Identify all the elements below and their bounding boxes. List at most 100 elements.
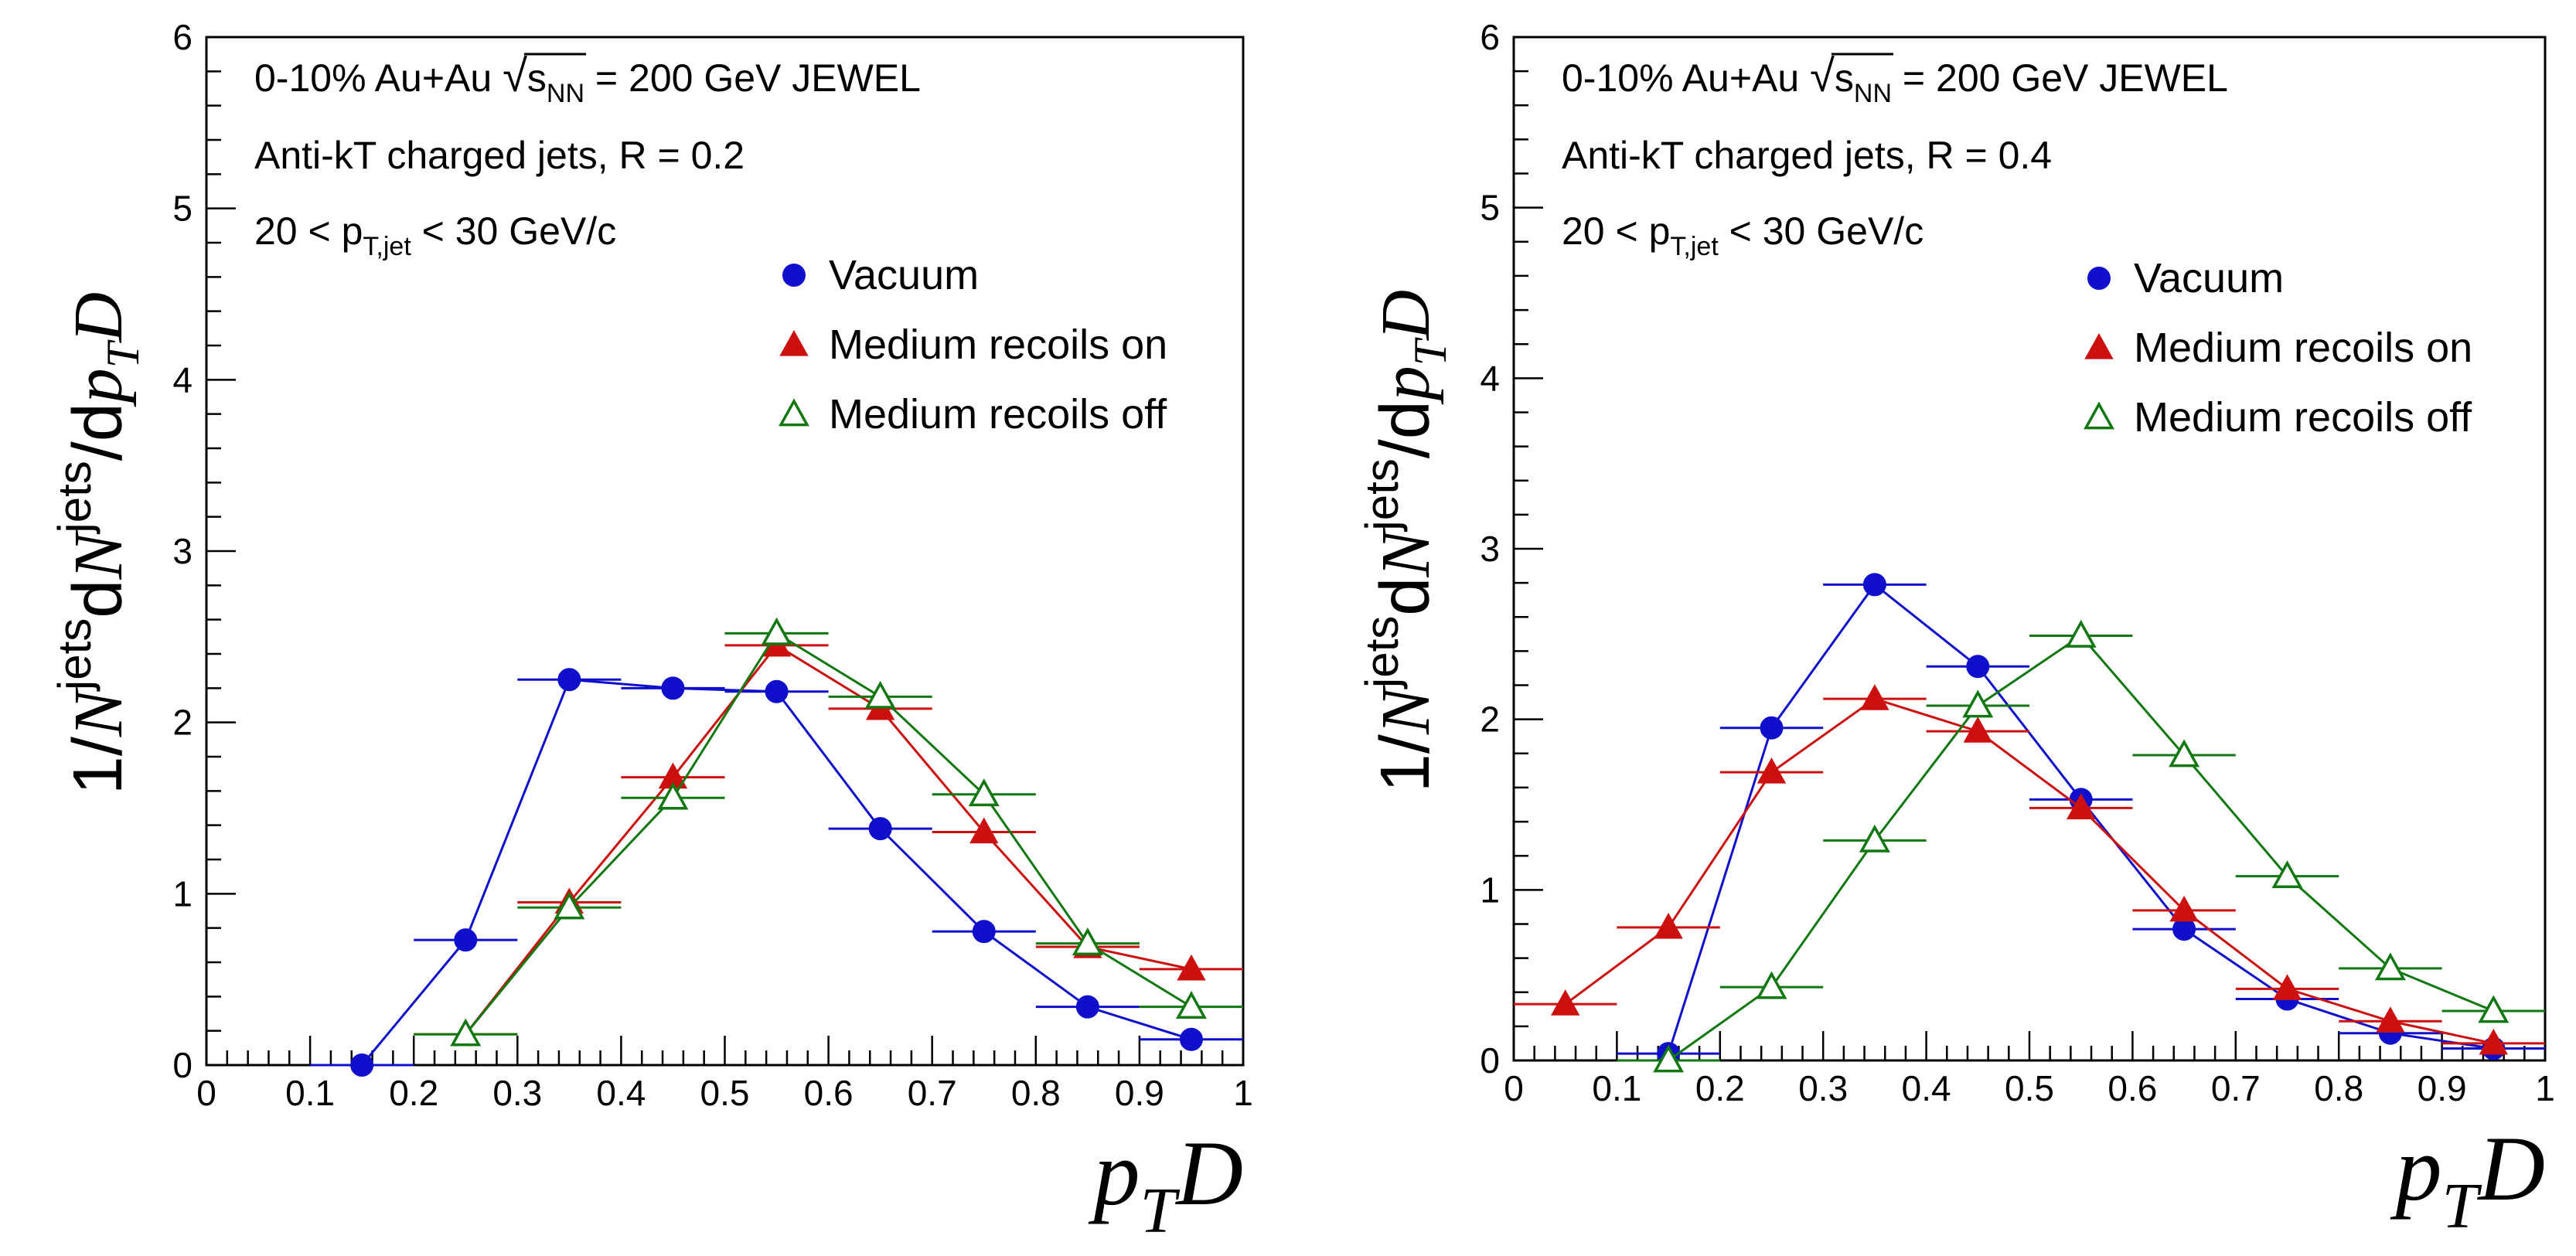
y-label-superscript: jets <box>1356 458 1408 532</box>
y-label-superscript: jets <box>49 461 101 534</box>
data-point <box>1075 995 1099 1019</box>
x-label-part: D <box>2476 1117 2545 1220</box>
y-tick-label: 0 <box>1480 1040 1500 1081</box>
data-point <box>761 617 792 645</box>
annotation-text: 0-10% Au+Au <box>254 56 503 100</box>
annotation-text: s <box>527 56 547 100</box>
x-tick-label: 0.8 <box>1011 1073 1061 1113</box>
data-point <box>2272 974 2302 1000</box>
series-line <box>465 643 1192 1036</box>
x-tick-label: 0.8 <box>2314 1068 2363 1108</box>
x-tick-label: 0.3 <box>1798 1068 1848 1108</box>
annotation-collision-system: 0-10% Au+Au √sNN = 200 GeV JEWEL <box>254 51 921 108</box>
y-tick-label: 1 <box>172 873 193 914</box>
legend-entry: Medium recoils off <box>779 391 1167 437</box>
series-medium-recoils-off <box>414 617 1243 1047</box>
data-point <box>1072 928 1103 955</box>
y-label-part: 1/ <box>1367 734 1444 792</box>
y-tick-label: 3 <box>172 531 193 571</box>
y-tick-label: 4 <box>172 359 193 400</box>
y-tick-label: 6 <box>1480 17 1500 57</box>
legend-entry: Medium recoils on <box>779 322 1167 368</box>
y-label-part: d <box>60 580 137 618</box>
x-tick-label: 0.2 <box>389 1073 438 1113</box>
y-tick-label: 5 <box>172 189 193 229</box>
annotation-jet-definition: Anti-kT charged jets, R = 0.4 <box>1562 134 2052 177</box>
legend-label: Vacuum <box>2134 255 2284 301</box>
data-point <box>1175 991 1207 1019</box>
annotation-text: < 30 GeV/c <box>1719 209 1923 253</box>
legend-entry: Medium recoils off <box>2084 394 2472 441</box>
x-label-part: p <box>2390 1117 2442 1220</box>
legend-entry: Vacuum <box>2087 255 2284 301</box>
x-axis-label: pTD <box>2390 1117 2545 1242</box>
y-label-subscript: T <box>97 339 148 368</box>
x-tick-label: 0.7 <box>2211 1068 2261 1108</box>
annotation-subscript: NN <box>547 79 584 108</box>
data-point <box>454 928 478 952</box>
y-tick-label: 6 <box>172 17 193 57</box>
data-point <box>968 778 1000 807</box>
x-label-part: p <box>1088 1122 1140 1224</box>
legend-marker <box>2084 401 2114 430</box>
data-point <box>2169 895 2199 922</box>
chart-panel-left: 0 0.1 0.2 0.3 0.4 0.5 0.6 0.7 0.8 0.9 1 0 1 2 3 4 5 6 0-10… <box>49 17 1253 1247</box>
annotation-subscript: T,jet <box>363 232 411 261</box>
x-tick-label: 0.6 <box>804 1073 854 1113</box>
data-point <box>450 1018 482 1047</box>
data-point <box>1862 573 1886 597</box>
x-tick-label: 0.9 <box>2418 1068 2467 1108</box>
legend-label: Medium recoils off <box>2134 394 2472 441</box>
y-axis-label: 1/NjetsdNjets/dpTD <box>1356 290 1456 792</box>
y-label-part: p <box>1368 366 1444 405</box>
legend-label: Vacuum <box>829 252 979 298</box>
x-tick-label: 0.3 <box>492 1073 542 1113</box>
x-tick-label: 0 <box>196 1073 216 1113</box>
annotation-subscript: NN <box>1854 79 1892 108</box>
x-tick-label: 0.5 <box>700 1073 750 1113</box>
legend-marker <box>779 329 809 356</box>
annotation-text: s <box>1835 56 1854 100</box>
y-label-part: 1/ <box>60 737 137 795</box>
annotation-subscript: T,jet <box>1670 232 1719 261</box>
y-tick-label: 3 <box>1480 529 1500 569</box>
x-tick-label: 1 <box>2535 1068 2555 1108</box>
x-label-subscript: T <box>2442 1170 2482 1242</box>
x-tick-label: 0.1 <box>285 1073 335 1113</box>
data-point <box>1962 689 1994 718</box>
y-tick-label: 1 <box>1480 870 1500 910</box>
data-point <box>765 679 789 703</box>
annotation-jet-definition: Anti-kT charged jets, R = 0.2 <box>254 134 745 177</box>
legend-entry: Vacuum <box>782 252 979 298</box>
data-point <box>1551 989 1580 1016</box>
x-tick-label: 0.4 <box>596 1073 646 1113</box>
y-label-superscript: jets <box>49 618 101 692</box>
y-label-part: N <box>1368 684 1444 735</box>
data-point <box>864 680 896 709</box>
y-axis-label: 1/NjetsdNjets/dpTD <box>49 292 148 795</box>
data-point <box>1860 684 1889 710</box>
sqrt-symbol: √ <box>1810 51 1835 101</box>
data-point <box>2169 739 2200 768</box>
legend-label: Medium recoils on <box>2134 325 2472 371</box>
annotation-text: = 200 GeV JEWEL <box>1892 56 2228 100</box>
data-point <box>1760 716 1784 740</box>
legend-label: Medium recoils off <box>829 391 1167 437</box>
data-point <box>2479 1028 2508 1055</box>
y-label-subscript: T <box>1405 337 1456 366</box>
data-point <box>1963 716 1992 743</box>
data-point <box>2376 1006 2405 1033</box>
y-tick-label: 5 <box>1480 188 1500 228</box>
data-point <box>2478 995 2510 1023</box>
data-point <box>1859 824 1890 853</box>
annotation-text: = 200 GeV JEWEL <box>584 56 921 100</box>
data-point <box>657 781 689 810</box>
x-label-part: D <box>1174 1122 1243 1224</box>
y-label-part: D <box>1368 290 1444 342</box>
data-point <box>969 817 999 844</box>
x-tick-label: 1 <box>1233 1073 1253 1113</box>
data-point <box>557 668 581 692</box>
series-medium-recoils-on <box>1514 684 2545 1055</box>
x-tick-label: 0.5 <box>2005 1068 2054 1108</box>
